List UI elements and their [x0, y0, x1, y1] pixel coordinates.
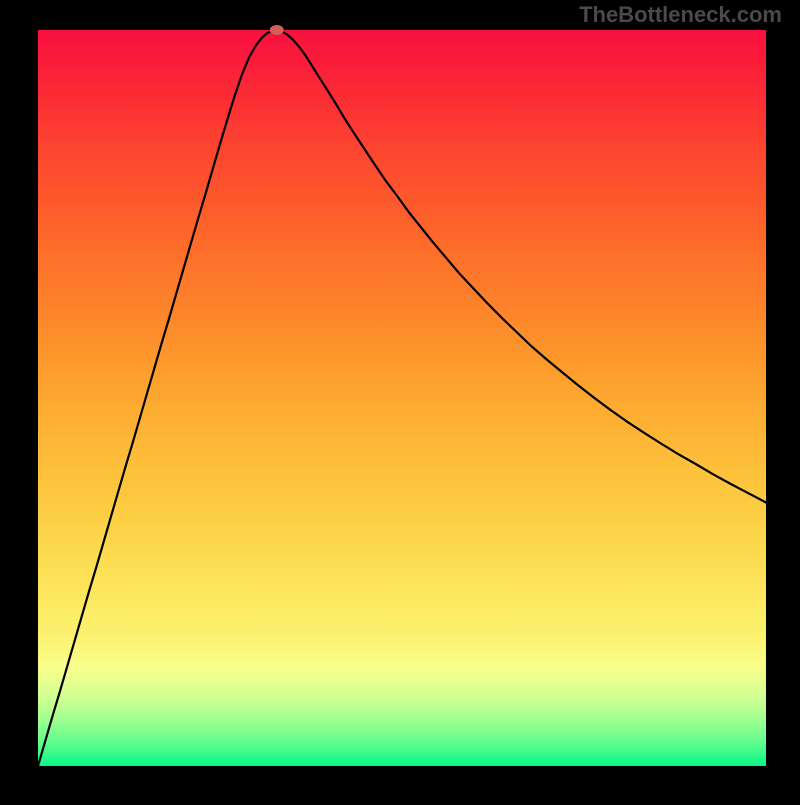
watermark-text: TheBottleneck.com — [579, 2, 782, 28]
chart-plot-area — [38, 30, 766, 766]
chart-container — [0, 0, 800, 805]
bottleneck-chart — [0, 0, 800, 800]
optimal-point-marker — [270, 25, 284, 35]
